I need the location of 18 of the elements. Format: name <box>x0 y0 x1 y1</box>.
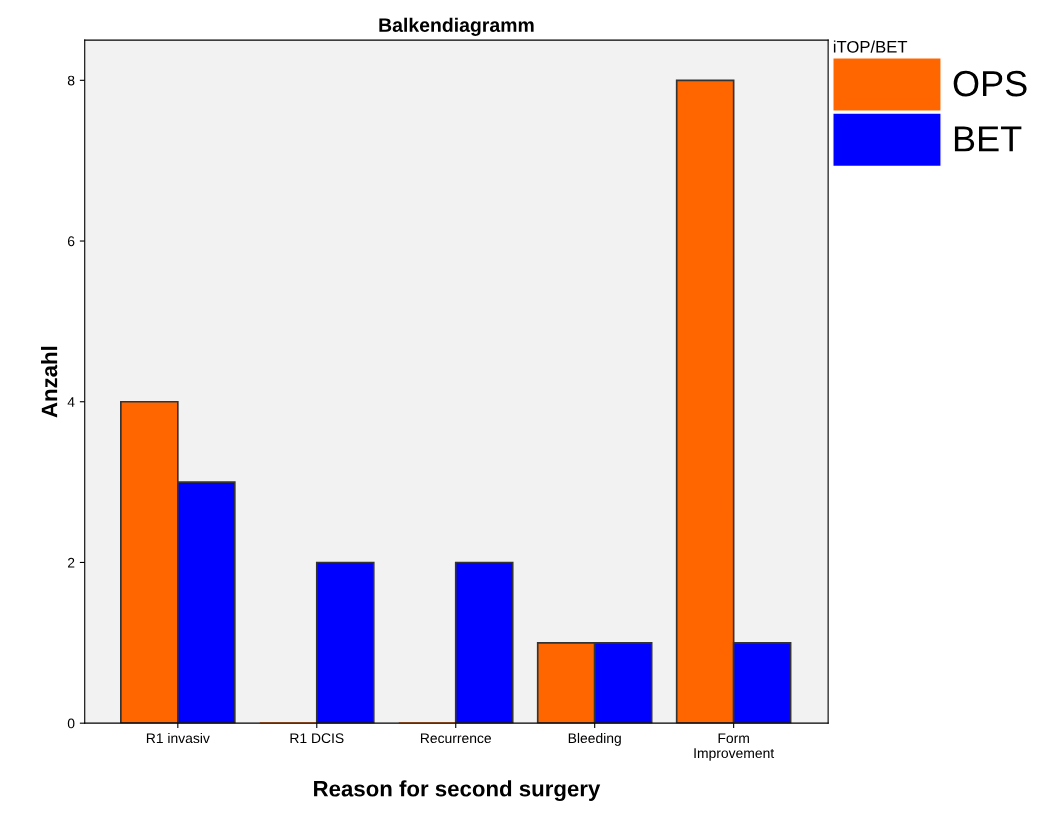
x-tick-label: Recurrence <box>420 733 492 744</box>
x-tick-label: R1 invasiv <box>146 732 210 744</box>
x-axis-title: Reason for second surgery <box>314 780 601 802</box>
chart-title: Balkendiagramm <box>379 17 534 36</box>
y-axis-title: Anzahl <box>41 346 58 418</box>
y-tick-label: 2 <box>67 557 75 568</box>
x-tick-label: Form Improvement <box>694 733 775 761</box>
legend-label: BET <box>954 126 1022 152</box>
y-tick-label: 6 <box>67 236 75 247</box>
y-tick-label: 0 <box>67 718 75 729</box>
y-tick-label: 4 <box>67 397 75 407</box>
legend-label: OPS <box>953 70 1027 97</box>
bar <box>315 561 375 724</box>
x-tick-label: R1 DCIS <box>290 733 344 744</box>
x-tick-label: Bleeding <box>568 732 621 746</box>
bar <box>454 561 514 724</box>
legend-title: iTOP/BET <box>833 40 908 53</box>
y-tick-label: 8 <box>67 75 75 86</box>
